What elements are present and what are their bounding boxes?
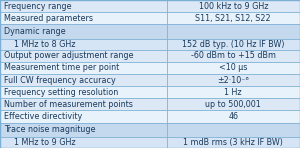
Bar — [0, 86, 167, 98]
Bar — [0, 12, 167, 24]
Bar — [167, 111, 300, 123]
Bar — [0, 50, 167, 62]
Bar — [167, 137, 300, 148]
Bar — [167, 74, 300, 86]
Bar — [167, 12, 300, 24]
Text: up to 500,001: up to 500,001 — [206, 100, 261, 109]
Text: 1 MHz to 8 GHz: 1 MHz to 8 GHz — [4, 40, 75, 49]
Bar — [0, 111, 167, 123]
Bar — [0, 62, 167, 74]
Bar — [167, 62, 300, 74]
Bar — [167, 0, 300, 12]
Text: Full CW frequency accuracy: Full CW frequency accuracy — [4, 76, 115, 85]
Bar — [0, 74, 167, 86]
Bar — [0, 24, 167, 38]
Text: 1 MHz to 9 GHz: 1 MHz to 9 GHz — [4, 138, 75, 147]
Bar — [167, 86, 300, 98]
Bar — [167, 50, 300, 62]
Text: 46: 46 — [228, 112, 238, 121]
Text: S11, S21, S12, S22: S11, S21, S12, S22 — [195, 14, 271, 23]
Text: Number of measurement points: Number of measurement points — [4, 100, 133, 109]
Bar — [0, 38, 167, 50]
Text: 1 mdB rms (3 kHz IF BW): 1 mdB rms (3 kHz IF BW) — [183, 138, 283, 147]
Text: -60 dBm to +15 dBm: -60 dBm to +15 dBm — [191, 51, 276, 60]
Bar — [167, 98, 300, 111]
Text: Measured parameters: Measured parameters — [4, 14, 93, 23]
Bar — [0, 137, 167, 148]
Bar — [167, 123, 300, 137]
Text: Frequency setting resolution: Frequency setting resolution — [4, 88, 118, 97]
Text: ±2·10⁻⁶: ±2·10⁻⁶ — [218, 76, 249, 85]
Bar — [167, 38, 300, 50]
Bar — [0, 98, 167, 111]
Text: Frequency range: Frequency range — [4, 2, 71, 11]
Bar — [0, 0, 167, 12]
Text: Trace noise magnituge: Trace noise magnituge — [4, 125, 95, 134]
Text: Effective directivity: Effective directivity — [4, 112, 82, 121]
Text: 1 Hz: 1 Hz — [224, 88, 242, 97]
Text: Dynamic range: Dynamic range — [4, 27, 65, 36]
Text: Output power adjustment range: Output power adjustment range — [4, 51, 133, 60]
Text: Measurement time per point: Measurement time per point — [4, 63, 119, 72]
Bar — [167, 24, 300, 38]
Text: <10 μs: <10 μs — [219, 63, 248, 72]
Bar — [0, 123, 167, 137]
Text: 100 kHz to 9 GHz: 100 kHz to 9 GHz — [199, 2, 268, 11]
Text: 152 dB typ. (10 Hz IF BW): 152 dB typ. (10 Hz IF BW) — [182, 40, 284, 49]
